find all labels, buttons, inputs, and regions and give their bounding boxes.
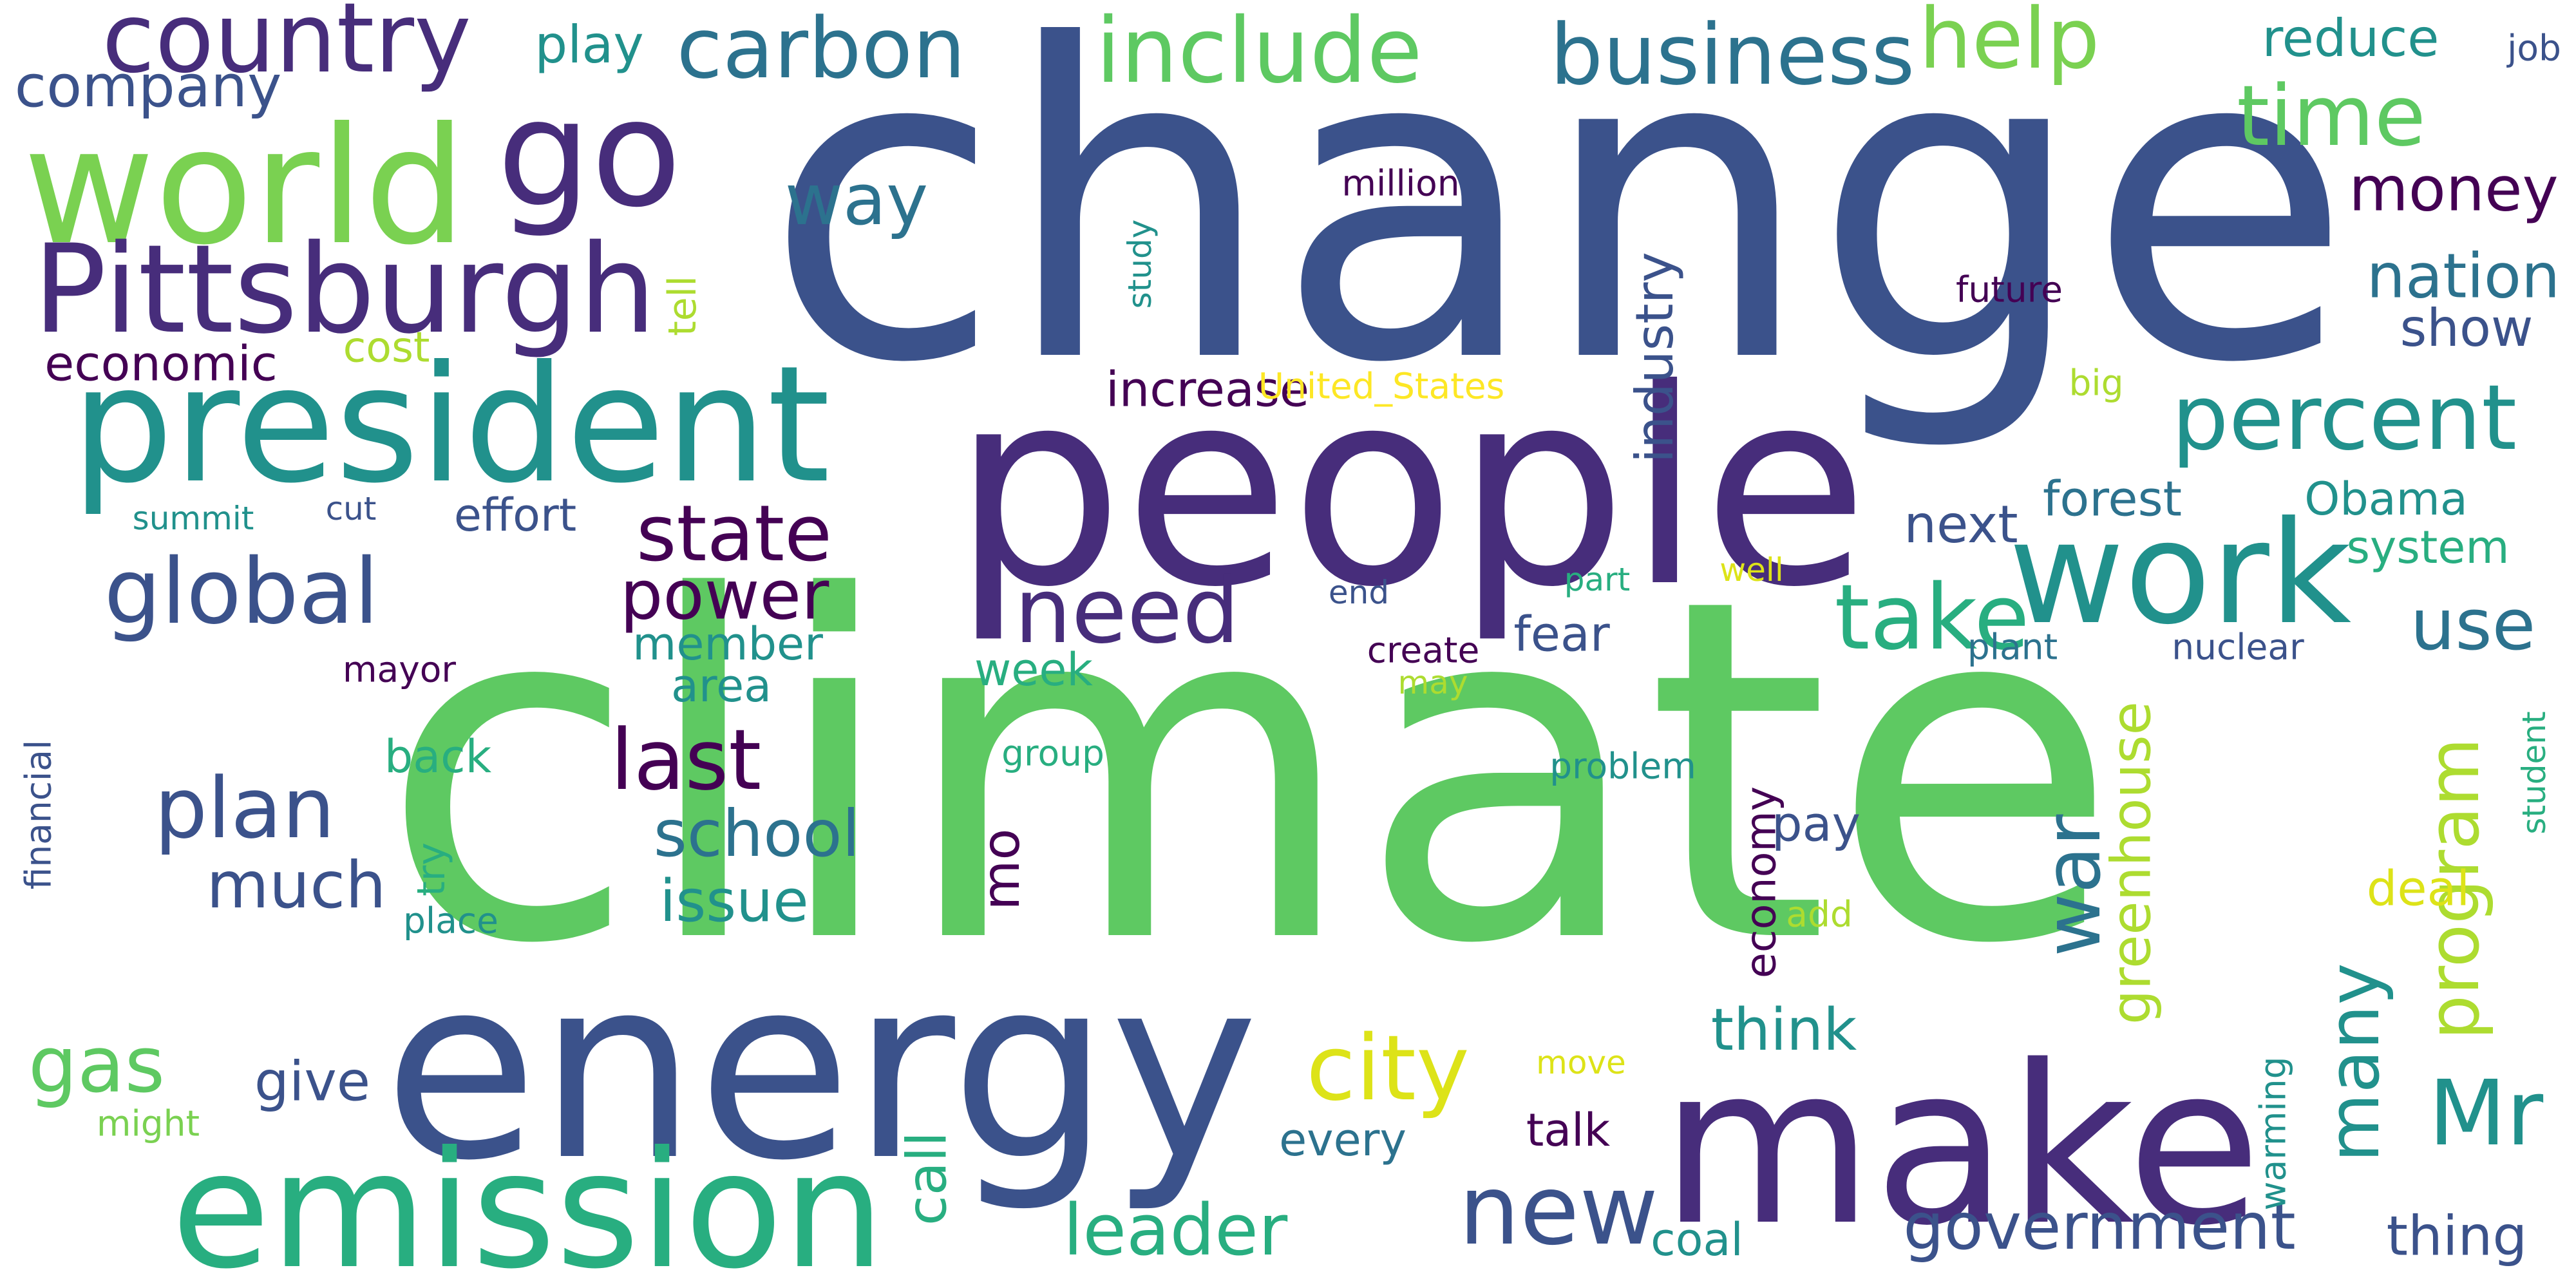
word-way: way [784,158,929,241]
word-plan: plan [154,759,336,857]
word-new: new [1458,1155,1659,1267]
word-percent: percent [2171,366,2517,471]
word-change: change [764,0,2353,457]
word-include: include [1095,0,1423,104]
word-country: country [102,0,471,95]
word-business: business [1549,6,1915,104]
word-gas: gas [28,1021,166,1110]
word-summit: summit [132,500,254,537]
word-student: student [2515,711,2553,835]
word-state: state [636,489,832,579]
word-give: give [254,1050,371,1114]
word-warming: warming [2252,1056,2294,1211]
word-go: go [497,68,682,240]
word-united-states: United_States [1258,365,1505,407]
word-last: last [610,711,762,809]
word-study: study [1121,219,1159,309]
word-move: move [1536,1044,1626,1081]
word-thing: thing [2386,1204,2528,1269]
word-president: president [71,331,831,518]
word-well: well [1719,551,1784,589]
word-mo: mo [971,828,1031,911]
word-end: end [1328,574,1390,611]
word-people: people [952,332,1869,647]
word-add: add [1786,893,1853,935]
word-leader: leader [1063,1189,1288,1271]
word-might: might [96,1103,200,1144]
word-company: company [14,53,282,120]
word-group: group [1001,732,1104,774]
word-big: big [2069,362,2124,404]
word-forest: forest [2042,470,2183,527]
word-climate: climate [379,499,2119,1046]
word-nation: nation [2366,241,2561,312]
word-part: part [1564,561,1631,598]
word-every: every [1279,1113,1406,1166]
word-financial: financial [17,739,59,890]
word-think: think [1710,996,1857,1064]
word-play: play [535,15,644,75]
word-time: time [2237,67,2426,165]
word-job: job [2507,27,2561,69]
word-energy: energy [383,923,1259,1215]
word-area: area [670,659,772,712]
word-system: system [2346,521,2510,574]
word-cut: cut [325,490,377,527]
word-power: power [620,556,829,635]
word-increase: increase [1105,361,1310,418]
word-pittsburgh: Pittsburgh [33,218,656,361]
word-show: show [2400,298,2533,358]
word-plant: plant [1967,626,2058,668]
word-problem: problem [1549,745,1696,787]
word-carbon: carbon [676,0,966,97]
word-try: try [409,842,454,896]
word-fear: fear [1513,605,1610,663]
word-many: many [2313,963,2395,1162]
word-week: week [974,643,1093,696]
word-much: much [206,848,386,923]
word-emission: emission [171,1117,886,1288]
word-government: government [1903,1189,2296,1264]
word-cost: cost [343,323,430,372]
word-world: world [23,93,467,280]
word-next: next [1904,495,2018,554]
word-school: school [653,796,860,871]
word-member: member [632,618,823,670]
word-nuclear: nuclear [2172,626,2304,668]
word-mr: Mr [2428,1061,2544,1166]
word-deal: deal [2366,860,2470,917]
word-mayor: mayor [342,649,457,690]
word-industry: industry [1625,252,1685,463]
word-talk: talk [1526,1104,1611,1157]
word-make: make [1660,1019,2262,1274]
word-place: place [403,900,498,942]
word-call: call [895,1131,960,1226]
word-money: money [2349,154,2559,225]
word-effort: effort [453,489,577,542]
word-work: work [2008,491,2352,656]
word-create: create [1367,629,1480,671]
word-obama: Obama [2304,473,2468,526]
word-global: global [104,540,379,645]
word-million: million [1341,162,1460,204]
word-use: use [2410,583,2536,666]
word-issue: issue [659,867,809,935]
word-back: back [384,730,492,783]
word-greenhouse: greenhouse [2099,701,2164,1025]
word-tell: tell [660,276,705,336]
word-reduce: reduce [2262,8,2439,68]
word-pay: pay [1772,795,1861,853]
word-take: take [1834,565,2030,670]
word-need: need [1014,559,1240,664]
word-help: help [1918,0,2100,88]
word-coal: coal [1651,1213,1743,1266]
word-city: city [1306,1016,1470,1121]
word-future: future [1956,269,2063,310]
word-may: may [1397,664,1468,701]
word-economic: economic [44,335,278,392]
